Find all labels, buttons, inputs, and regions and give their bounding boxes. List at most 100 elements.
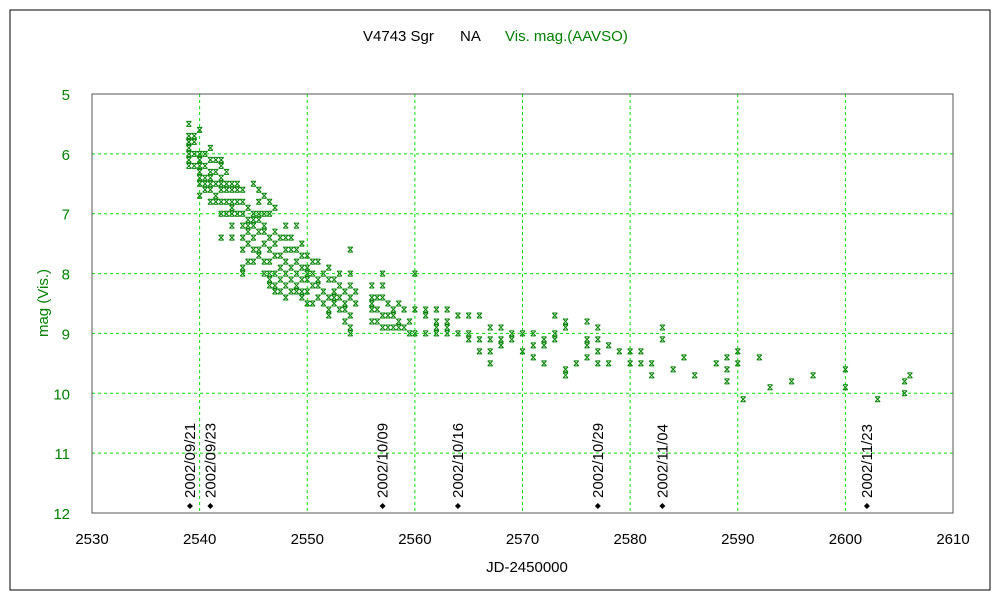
data-point — [385, 312, 391, 319]
data-point — [288, 288, 294, 295]
data-point — [245, 240, 251, 247]
data-point — [541, 336, 547, 343]
date-markers: 2002/09/21 2002/09/23 2002/10/09 2002/10/16… — [182, 423, 876, 509]
data-point — [309, 258, 316, 265]
data-point — [320, 300, 327, 307]
data-point — [191, 162, 198, 169]
data-point — [336, 270, 343, 277]
data-point — [239, 210, 246, 217]
data-point — [379, 270, 386, 277]
data-point — [342, 318, 348, 325]
data-point — [304, 264, 311, 271]
data-point — [627, 360, 633, 367]
data-point — [288, 264, 294, 271]
data-point — [250, 210, 257, 217]
data-point — [304, 288, 311, 295]
data-point — [395, 324, 402, 331]
data-point — [266, 210, 273, 217]
data-point — [282, 258, 289, 265]
data-point — [277, 288, 284, 295]
data-point — [347, 324, 354, 331]
data-point — [385, 300, 391, 307]
data-point — [304, 276, 311, 283]
data-point — [261, 222, 268, 229]
data-point — [255, 198, 262, 205]
data-point — [234, 180, 241, 187]
data-point — [508, 336, 515, 343]
y-tick-label: 5 — [62, 87, 70, 104]
data-point — [616, 348, 623, 355]
data-point — [245, 216, 251, 223]
data-point — [347, 282, 354, 289]
data-point — [266, 270, 273, 277]
date-marker-diamond — [594, 503, 601, 509]
y-tick-label: 7 — [62, 207, 70, 224]
data-point — [594, 348, 601, 355]
data-point — [293, 282, 300, 289]
data-point — [368, 282, 375, 289]
data-point — [374, 318, 381, 325]
data-point — [455, 330, 461, 337]
data-point — [476, 312, 483, 319]
data-point — [261, 210, 268, 217]
x-tick-label: 2550 — [291, 531, 324, 548]
data-point — [272, 204, 278, 211]
data-point — [320, 270, 327, 277]
data-point — [282, 234, 289, 241]
date-marker-diamond — [454, 503, 461, 509]
data-point — [331, 300, 338, 307]
data-point — [255, 228, 262, 235]
date-marker-label: 2002/09/21 — [182, 423, 199, 498]
data-point — [594, 360, 601, 367]
data-point — [638, 360, 644, 367]
data-point — [584, 342, 590, 349]
data-point — [218, 198, 225, 205]
data-point — [299, 264, 305, 271]
data-point — [347, 330, 354, 337]
data-point — [239, 222, 246, 229]
data-point — [691, 372, 698, 379]
data-point — [186, 138, 192, 145]
data-point — [379, 282, 386, 289]
data-point — [465, 312, 472, 319]
data-point — [277, 252, 284, 259]
data-point — [186, 120, 192, 127]
data-point — [223, 186, 230, 193]
data-point — [541, 342, 547, 349]
data-point — [740, 396, 746, 403]
x-tick-label: 2530 — [75, 531, 108, 548]
data-point — [309, 300, 316, 307]
data-point — [638, 348, 644, 355]
data-point — [288, 246, 294, 253]
data-point — [299, 288, 305, 295]
data-point — [218, 162, 225, 169]
data-point — [767, 384, 773, 391]
x-tick-label: 2560 — [398, 531, 431, 548]
data-point — [266, 234, 273, 241]
data-point — [325, 276, 332, 283]
data-point — [342, 288, 348, 295]
data-point — [223, 168, 230, 175]
data-point — [186, 156, 192, 163]
date-marker-diamond — [659, 503, 666, 509]
plot-frame — [91, 93, 954, 514]
data-point — [218, 186, 225, 193]
data-point — [223, 180, 230, 187]
data-point — [605, 360, 612, 367]
data-point — [325, 264, 332, 271]
data-point — [207, 168, 214, 175]
data-point — [196, 126, 203, 133]
data-point — [186, 132, 192, 139]
data-point — [551, 330, 558, 337]
data-point — [202, 162, 208, 169]
data-point — [562, 366, 569, 373]
data-point — [325, 294, 332, 301]
data-point — [874, 396, 881, 403]
data-point — [659, 336, 666, 343]
data-point — [724, 354, 730, 361]
data-point — [304, 252, 311, 259]
data-point — [530, 330, 537, 337]
data-point — [255, 252, 262, 259]
data-point — [293, 258, 300, 265]
